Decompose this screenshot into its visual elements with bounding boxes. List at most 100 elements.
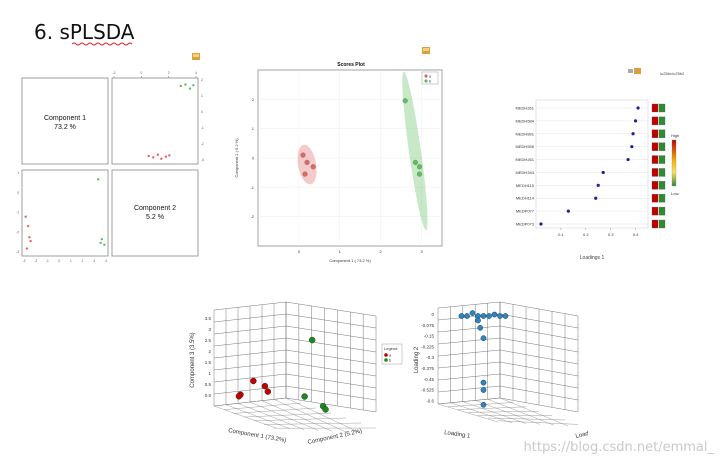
heat-cell-a (651, 142, 659, 151)
z-tick-label: 1 (208, 371, 211, 376)
loading-label: MEDH114 (516, 196, 535, 201)
diag-label-1-name: Component 1 (44, 115, 86, 122)
loading-point (596, 183, 600, 187)
grid-line (457, 406, 527, 410)
export-icon[interactable] (422, 47, 430, 54)
heat-cell-a (651, 181, 659, 190)
pairs-point (168, 154, 171, 157)
s3d-zlabel: Component 3 (3.5%) (190, 332, 196, 387)
x-tick-label: 0.4 (633, 232, 639, 237)
score-3d-point (261, 382, 269, 390)
heat-cell-a (651, 206, 659, 216)
grid-line (285, 325, 377, 341)
z-tick-label: -0.6 (426, 398, 434, 403)
bottom-axis-tick: -1 (46, 259, 49, 263)
pairs-point (29, 239, 32, 243)
pairs-point (156, 153, 160, 156)
grid-line (285, 337, 377, 353)
pairs-point (26, 224, 30, 228)
loading-3d-point (477, 324, 484, 331)
loading-point (594, 196, 598, 200)
grid-line (285, 385, 377, 401)
bottom-axis-tick: 4 (105, 259, 107, 263)
loading-3d-point (480, 313, 487, 319)
pairs-cell-bottom-left (21, 169, 109, 257)
z-tick-label: -0.075 (421, 323, 434, 328)
heat-cell-a (651, 103, 659, 113)
pairs-point (28, 236, 31, 239)
grid-line (437, 385, 501, 393)
export-icon[interactable] (628, 68, 641, 74)
bottom-axis-tick: 3 (93, 259, 95, 263)
heat-cell-a (651, 168, 659, 177)
x-tick-label: 3 (420, 249, 423, 254)
watermark: https://blog.csdn.net/emmal_ (523, 440, 714, 455)
loading-label: MEDH555 (516, 144, 535, 149)
score-point (402, 98, 408, 104)
loading-point (626, 157, 630, 162)
scores-plot: Scores Plot 0 1 2 3 -2 -1 0 1 2 Component 1 ( 7… (234, 47, 443, 263)
pairs-cell-bottom-right (111, 169, 199, 257)
score-3d-point (235, 393, 243, 400)
pairs-point (96, 178, 100, 181)
loadings-plot: \u25bc\u25b2 MEDH261 MEDH584 MEDH891 MEDH55… (516, 68, 685, 261)
grid-line (499, 397, 569, 427)
loading-3d-point (491, 311, 498, 318)
grid-line (285, 373, 377, 389)
loading-label: MEDH343 (516, 170, 535, 175)
grid-line (285, 313, 377, 329)
pairs-point (24, 215, 27, 218)
z-tick-label: -0.45 (424, 377, 435, 382)
heat-cell-a (651, 155, 659, 164)
score-3d-point (322, 406, 329, 413)
grid-line (249, 401, 319, 431)
scores-legend-b: b (429, 79, 432, 84)
heat-cell-b (658, 194, 666, 203)
grid-line (261, 400, 333, 432)
export-icon[interactable] (192, 53, 200, 60)
grid-line (437, 301, 501, 309)
pairs-point (103, 243, 106, 246)
grid-line (273, 399, 347, 433)
loading-3d-point (502, 313, 509, 319)
z-tick-label: 0.5 (205, 393, 212, 398)
z-tick-label: 0 (431, 312, 434, 317)
grid-line (437, 397, 501, 405)
grid-line (233, 407, 317, 414)
grid-line (253, 417, 347, 421)
grid-line (437, 403, 499, 423)
score-point (302, 171, 308, 177)
scores-xlabel: Component 1 ( 73.2 %) (329, 258, 371, 263)
grid-line (499, 397, 579, 413)
loading-3d-point (469, 310, 476, 316)
pairs-point (152, 156, 155, 159)
scores-title: Scores Plot (337, 62, 365, 68)
loading-3d-point (497, 313, 503, 319)
x-tick-label: 0.3 (608, 232, 614, 237)
pairs-point (99, 241, 102, 245)
loading-label: MEDP073 (516, 222, 535, 227)
z-tick-label: -0.375 (421, 366, 434, 371)
bottom-axis-tick: 2 (82, 259, 84, 263)
x-tick-label: 0.2 (583, 232, 589, 237)
left-axis-tick: -3 (16, 250, 19, 254)
heat-cell-b (658, 206, 666, 216)
grid-line (285, 397, 377, 413)
z-tick-label: 1.5 (205, 360, 212, 365)
pairs-point (164, 155, 168, 158)
pairs-point (160, 157, 163, 160)
pairs-point (100, 237, 104, 241)
score-point (310, 164, 316, 170)
z-tick-label: -0.225 (421, 344, 434, 349)
grid-line (487, 417, 566, 421)
loading-3d-point (486, 313, 492, 319)
top-axis-tick: -2 (113, 71, 116, 75)
s3d-legend-b: b (389, 358, 392, 363)
loading-point (630, 145, 634, 149)
x-tick-label: 0 (298, 249, 301, 254)
grid-line (213, 397, 287, 407)
score-3d-point (250, 377, 257, 385)
l3d-xlabel: Loading 1 (444, 430, 472, 440)
loadings-xlabel: Loadings 1 (580, 255, 605, 261)
z-tick-label: 0.5 (205, 382, 212, 387)
